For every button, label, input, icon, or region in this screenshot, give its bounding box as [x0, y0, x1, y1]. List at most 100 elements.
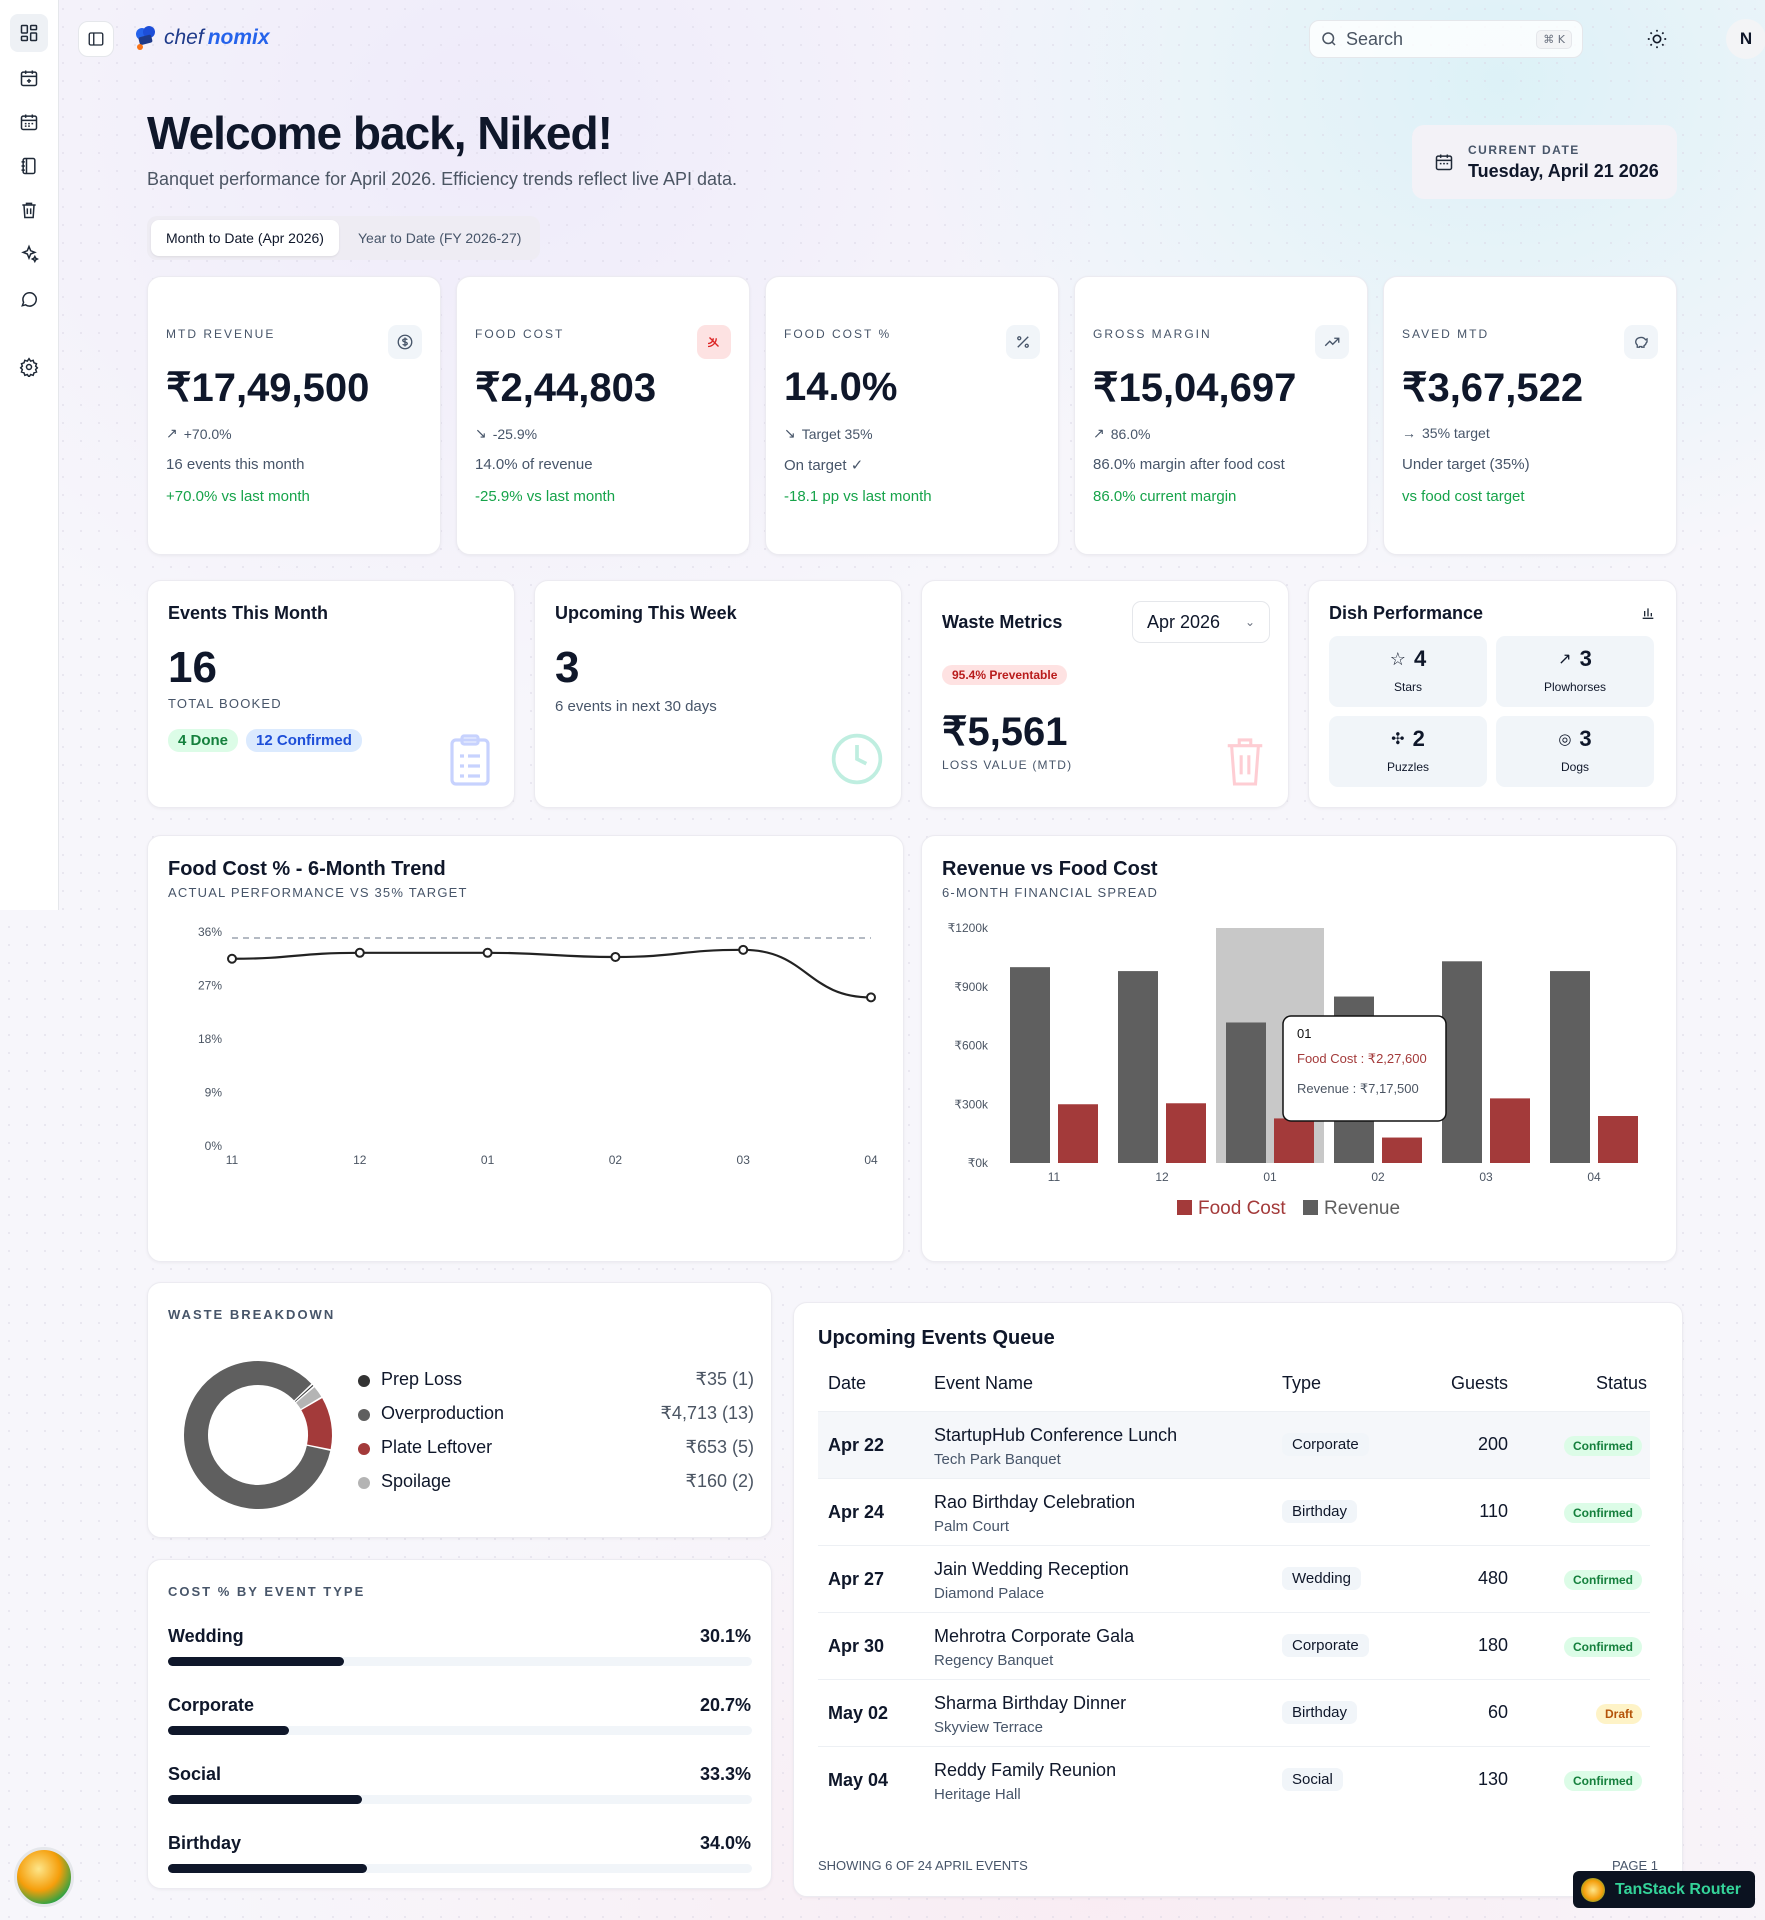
chat-icon[interactable]: [10, 280, 48, 318]
chart-title: Food Cost % - 6-Month Trend: [168, 858, 446, 880]
revenue-bar[interactable]: [1010, 967, 1050, 1163]
donut-slice[interactable]: [301, 1398, 332, 1450]
table-row[interactable]: Apr 22 StartupHub Conference Lunch Tech Pa…: [818, 1411, 1650, 1478]
table-row[interactable]: Apr 27 Jain Wedding Reception Diamond Pala…: [818, 1545, 1650, 1612]
table-row[interactable]: Apr 24 Rao Birthday Celebration Palm Court…: [818, 1478, 1650, 1545]
event-name: Reddy Family Reunion: [934, 1760, 1117, 1780]
kpi-value: 14.0%: [784, 365, 898, 409]
kpi-description: On target ✓: [784, 457, 864, 474]
tanstack-devtools-button[interactable]: TanStack Router: [1573, 1871, 1755, 1908]
table-row[interactable]: May 02 Sharma Birthday Dinner Skyview Terr…: [818, 1679, 1650, 1746]
data-point[interactable]: [866, 992, 876, 1003]
tooltip-title: 01: [1297, 1026, 1311, 1041]
event-guests: 200: [1477, 1434, 1508, 1454]
sidebar-toggle-button[interactable]: [78, 21, 114, 57]
status-badge: Confirmed: [1564, 1637, 1642, 1657]
donut-slice[interactable]: [184, 1361, 331, 1509]
search-input[interactable]: Search ⌘ K: [1309, 20, 1583, 58]
waste-month-select[interactable]: Apr 2026 ⌄: [1132, 601, 1270, 643]
donut-slice[interactable]: [296, 1387, 322, 1410]
revenue-bar[interactable]: [1226, 1022, 1266, 1163]
data-point[interactable]: [227, 953, 237, 964]
calendar-plus-icon[interactable]: [10, 59, 48, 97]
revenue-vs-food-cost-card: Revenue vs Food Cost 6-MONTH FINANCIAL S…: [921, 835, 1677, 1262]
kpi-label: MTD REVENUE: [166, 327, 276, 341]
trash-icon[interactable]: [10, 191, 48, 229]
search-shortcut: ⌘ K: [1536, 29, 1572, 49]
upcoming-week-card: Upcoming This Week 3 6 events in next 30…: [534, 580, 902, 808]
col-header-date: Date: [828, 1373, 867, 1393]
brand-logo[interactable]: chef nomix: [132, 24, 270, 52]
y-tick-label: ₹1200k: [948, 921, 989, 935]
island-avatar-button[interactable]: [14, 1847, 74, 1907]
food-cost-bar[interactable]: [1058, 1104, 1098, 1163]
dish-dogs[interactable]: ◎ 3 Dogs: [1496, 716, 1654, 787]
data-point[interactable]: [738, 944, 749, 955]
user-avatar[interactable]: N: [1726, 19, 1765, 59]
page-title: Welcome back, Niked!: [147, 107, 613, 159]
status-badge: Confirmed: [1564, 1771, 1642, 1791]
x-tick-label: 12: [353, 1153, 367, 1167]
kpi-trend-text: -25.9%: [492, 425, 538, 442]
theme-toggle-button[interactable]: [1640, 22, 1674, 56]
food-cost-bar[interactable]: [1490, 1098, 1530, 1163]
legend-name: Plate Leftover: [381, 1437, 493, 1457]
search-placeholder: Search: [1346, 28, 1404, 49]
dish-count: 4: [1413, 646, 1427, 671]
data-point[interactable]: [354, 947, 365, 958]
kpi-label: GROSS MARGIN: [1093, 327, 1212, 341]
tab-month-to-date[interactable]: Month to Date (Apr 2026): [151, 220, 339, 256]
event-date: May 02: [828, 1703, 889, 1723]
kpi-trend-text: +70.0%: [183, 425, 232, 442]
event-name: Jain Wedding Reception: [934, 1559, 1129, 1579]
dish-puzzles[interactable]: ✣ 2 Puzzles: [1329, 716, 1487, 787]
status-badge: Confirmed: [1564, 1436, 1642, 1456]
table-row[interactable]: Apr 30 Mehrotra Corporate Gala Regency Ban…: [818, 1612, 1650, 1679]
event-guests: 180: [1477, 1635, 1508, 1655]
legend-swatch: [1177, 1200, 1192, 1215]
cost-type-value: 33.3%: [699, 1764, 751, 1784]
dashboard-icon[interactable]: [10, 14, 48, 52]
cost-bar-fill: [168, 1795, 363, 1804]
notebook-icon[interactable]: [10, 147, 48, 185]
waste-value: ₹5,561: [942, 710, 1068, 754]
donut-slice[interactable]: [294, 1384, 314, 1402]
data-point[interactable]: [482, 947, 493, 958]
gear-icon[interactable]: [10, 348, 48, 386]
kpi-card-food-cost: FOOD COST ₹2,44,803 ↘ -25.9% 14.0% of rev…: [456, 276, 750, 555]
food-cost-series-line: [231, 948, 872, 999]
calendar-icon[interactable]: [10, 103, 48, 141]
kpi-trend: ↘ -25.9%: [475, 425, 537, 442]
event-guests: 480: [1477, 1568, 1508, 1588]
tab-year-to-date[interactable]: Year to Date (FY 2026-27): [357, 230, 522, 246]
food-cost-bar[interactable]: [1598, 1116, 1638, 1163]
event-date: Apr 27: [828, 1569, 885, 1589]
y-tick-label: ₹600k: [954, 1039, 989, 1053]
waste-breakdown-card: WASTE BREAKDOWN Prep Loss ₹35 (1) Overpro…: [147, 1282, 772, 1538]
revenue-bar[interactable]: [1442, 961, 1482, 1163]
events-queue-card: Upcoming Events Queue Date Event Name Ty…: [793, 1302, 1683, 1897]
food-cost-bar[interactable]: [1166, 1103, 1206, 1163]
kpi-description: 86.0% margin after food cost: [1093, 456, 1285, 473]
food-cost-bar[interactable]: [1382, 1137, 1422, 1163]
revenue-bar[interactable]: [1550, 971, 1590, 1163]
cost-type-name: Corporate: [168, 1695, 255, 1715]
dish-stars[interactable]: ☆ 4 Stars: [1329, 636, 1487, 707]
revenue-bar[interactable]: [1118, 971, 1158, 1163]
data-point[interactable]: [610, 951, 621, 962]
events-month-card: Events This Month 16 TOTAL BOOKED 4 Done…: [147, 580, 515, 808]
chart-tooltip: 01 Food Cost : ₹2,27,600 Revenue : ₹7,17,5…: [1282, 1015, 1447, 1122]
x-tick-label: 03: [1479, 1170, 1493, 1184]
kpi-description: 14.0% of revenue: [475, 456, 593, 473]
done-badge: 4 Done: [168, 729, 239, 752]
legend-value: ₹4,713 (13): [660, 1403, 754, 1423]
food-cost-bar[interactable]: [1274, 1118, 1314, 1163]
y-tick-label: ₹0k: [968, 1156, 989, 1170]
dish-plowhorses[interactable]: ↗ 3 Plowhorses: [1496, 636, 1654, 707]
col-header-event-name: Event Name: [934, 1373, 1034, 1393]
x-tick-label: 11: [226, 1153, 239, 1167]
table-row[interactable]: May 04 Reddy Family Reunion Heritage Hall S…: [818, 1746, 1650, 1813]
star-icon: ☆: [1389, 648, 1406, 669]
x-tick-label: 04: [864, 1153, 878, 1167]
sparkles-icon[interactable]: [10, 235, 48, 273]
